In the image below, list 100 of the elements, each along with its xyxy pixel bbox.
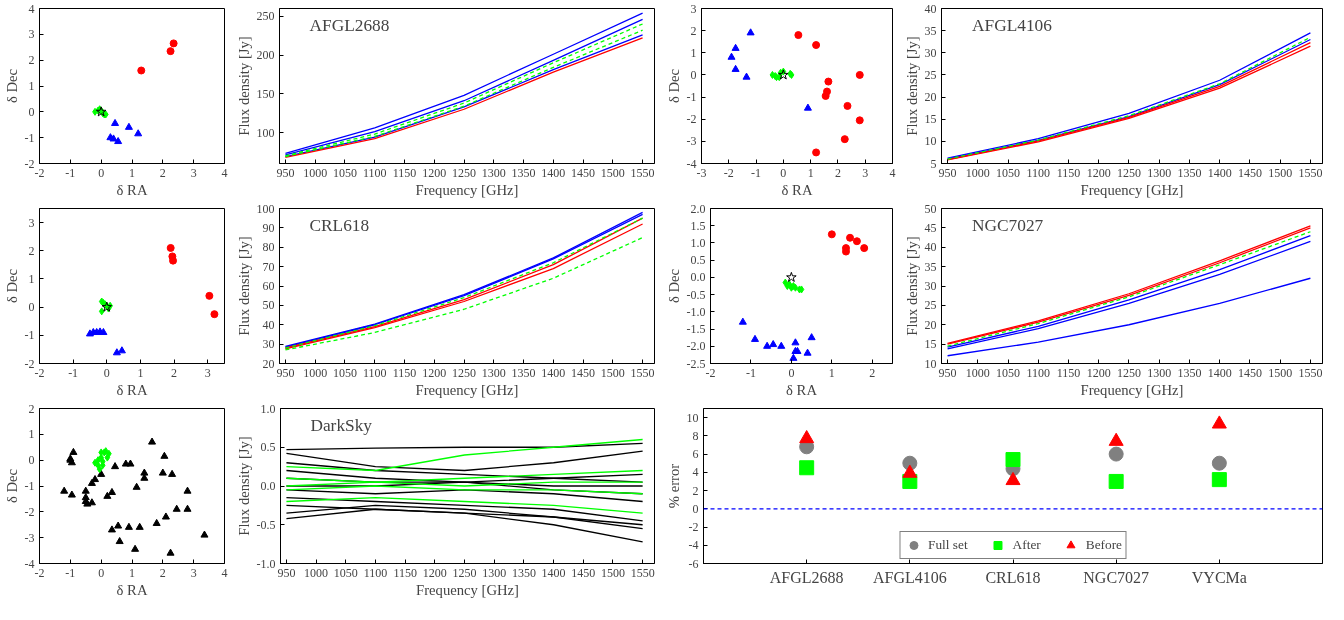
x-tick-label: 1350: [1177, 165, 1202, 180]
y-tick-label: 20: [924, 90, 937, 105]
x-tick-label: 1050: [332, 165, 357, 180]
chart-title: AFGL2688: [309, 16, 390, 36]
y-axis-title: δ Dec: [3, 468, 20, 504]
x-tick-label: 950: [277, 565, 296, 580]
y-tick-label: 0.5: [690, 253, 706, 268]
x-tick-label: 2: [869, 365, 876, 380]
y-axis-title: δ Dec: [3, 68, 20, 104]
x-tick-label: 1250: [452, 565, 477, 580]
x-tick-label: 3: [190, 565, 197, 580]
y-tick-label: 8: [692, 428, 699, 443]
x-tick-label: 1100: [1026, 165, 1051, 180]
x-tick-label: -2: [705, 365, 716, 380]
x-tick-label: 1050: [333, 565, 358, 580]
x-tick-label: 1100: [363, 565, 388, 580]
y-tick-label: 1: [28, 79, 35, 93]
x-tick-label: 2: [159, 165, 166, 180]
x-tick-label: 1350: [1177, 365, 1202, 380]
y-tick-label: -2.0: [686, 339, 706, 354]
y-tick-label: 0: [692, 501, 699, 516]
x-tick-label: 1000: [965, 165, 990, 180]
y-tick-label: 2: [28, 243, 35, 258]
y-tick-label: -2: [686, 112, 697, 127]
y-axis-title: % error: [665, 463, 682, 509]
y-tick-label: 45: [924, 220, 937, 235]
x-tick-label: AFGL4106: [872, 568, 947, 586]
x-tick-label: 1400: [1207, 365, 1232, 380]
y-tick-label: 1.0: [260, 401, 276, 416]
x-tick-label: 1500: [1268, 365, 1293, 380]
y-tick-label: 35: [924, 23, 937, 38]
y-tick-label: 4: [692, 465, 699, 480]
x-tick-label: 1150: [392, 165, 417, 180]
y-tick-label: -3: [686, 134, 697, 149]
x-tick-label: 0: [788, 365, 795, 380]
y-tick-label: 30: [262, 337, 275, 352]
x-axis-title: δ RA: [781, 181, 813, 198]
y-tick-label: 1: [28, 427, 35, 442]
x-axis-title: δ RA: [116, 381, 148, 398]
x-tick-label: 3: [862, 165, 869, 180]
x-tick-label: 1050: [996, 165, 1021, 180]
y-axis-title: δ Dec: [665, 68, 682, 104]
y-tick-label: 20: [924, 317, 937, 332]
y-axis-title: Flux density [Jy]: [235, 36, 252, 136]
y-tick-label: 6: [692, 447, 699, 462]
x-tick-label: 0: [103, 365, 110, 380]
chart-title: NGC7027: [971, 216, 1044, 236]
legend-label: Before: [1085, 537, 1123, 553]
x-tick-label: 1400: [1207, 165, 1232, 180]
text: AFGL4106: [971, 16, 1053, 36]
x-tick-label: 1: [807, 165, 814, 180]
y-tick-label: 40: [924, 1, 937, 16]
y-tick-label: 90: [262, 220, 275, 235]
x-tick-label: 1300: [481, 165, 506, 180]
x-tick-label: 950: [276, 365, 295, 380]
x-axis-title: Frequency [GHz]: [1080, 181, 1184, 198]
x-tick-label: NGC7027: [1083, 568, 1150, 586]
y-tick-label: 100: [256, 201, 275, 216]
x-tick-label: 1450: [571, 365, 596, 380]
x-tick-label: 2: [834, 165, 841, 180]
y-tick-label: -1.0: [686, 304, 706, 319]
x-tick-label: 1150: [393, 565, 417, 580]
x-tick-label: 1550: [630, 165, 655, 180]
y-tick-label: 10: [924, 134, 937, 149]
y-tick-label: 0.5: [260, 440, 276, 455]
x-tick-label: 1500: [1268, 165, 1293, 180]
x-tick-label: 1450: [571, 165, 596, 180]
y-tick-label: 2.0: [690, 201, 706, 216]
y-tick-label: 25: [924, 67, 937, 82]
x-tick-label: 1550: [630, 365, 655, 380]
y-tick-label: 100: [256, 125, 275, 140]
x-tick-label: 0: [98, 165, 105, 180]
x-tick-label: 1450: [1237, 165, 1262, 180]
legend-label: After: [1012, 537, 1041, 553]
y-tick-label: -4: [686, 156, 697, 171]
y-axis-title: Flux density [Jy]: [235, 236, 252, 336]
x-axis-title: Frequency [GHz]: [1080, 381, 1184, 398]
x-tick-label: 1150: [392, 365, 417, 380]
y-tick-label: 1.0: [690, 235, 706, 250]
x-tick-label: 4: [889, 165, 896, 180]
y-tick-label: -2: [688, 520, 699, 535]
x-tick-label: 3: [204, 365, 211, 380]
y-tick-label: -1: [24, 479, 35, 493]
y-axis-title: Flux density [Jy]: [903, 36, 920, 136]
x-tick-label: 1000: [965, 365, 990, 380]
x-tick-label: 1200: [422, 365, 447, 380]
y-tick-label: 50: [924, 201, 937, 216]
x-tick-label: AFGL2688: [769, 568, 844, 586]
y-tick-label: 2: [28, 401, 35, 416]
y-tick-label: 25: [924, 298, 937, 313]
x-tick-label: 1200: [422, 565, 447, 580]
x-tick-label: CRL618: [985, 568, 1041, 586]
y-tick-label: 5: [930, 156, 937, 171]
y-tick-label: 80: [262, 240, 275, 255]
x-tick-label: 1400: [541, 365, 566, 380]
x-tick-label: 1300: [1147, 165, 1172, 180]
y-tick-label: 15: [924, 112, 937, 127]
x-tick-label: 1450: [1237, 365, 1262, 380]
y-tick-label: 3: [28, 27, 35, 42]
x-tick-label: 1350: [511, 565, 536, 580]
